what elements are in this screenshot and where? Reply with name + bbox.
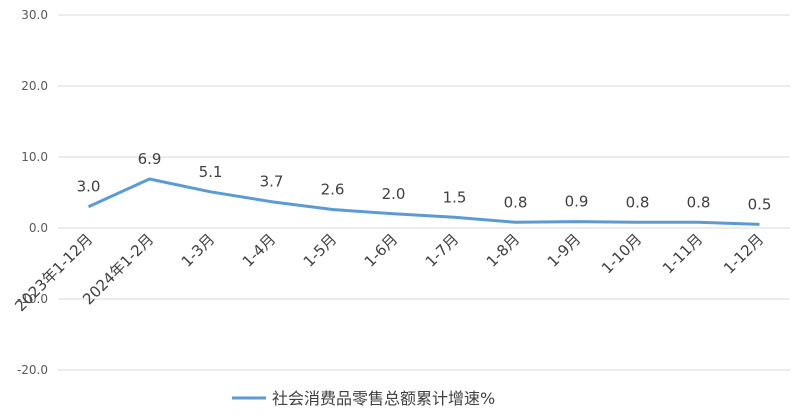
legend: 社会消费品零售总额累计增速% xyxy=(232,389,495,408)
legend-label: 社会消费品零售总额累计增速% xyxy=(272,389,495,408)
data-label: 3.7 xyxy=(260,173,284,191)
x-tick-label: 1-5月 xyxy=(300,230,341,271)
data-label: 0.8 xyxy=(626,193,650,211)
y-tick-label: -10.0 xyxy=(17,292,48,306)
data-label: 3.0 xyxy=(77,178,101,196)
data-labels: 3.0 6.9 5.1 3.7 2.6 2.0 1.5 0.8 0.9 0.8 0.8 0.5 xyxy=(77,150,772,213)
data-label: 6.9 xyxy=(138,150,162,168)
x-tick-label: 1-11月 xyxy=(659,230,706,277)
y-tick-label: -20.0 xyxy=(17,363,48,377)
series-line xyxy=(87,177,760,226)
data-label: 0.9 xyxy=(565,193,589,211)
data-label: 5.1 xyxy=(199,163,223,181)
y-tick-label: 20.0 xyxy=(21,79,48,93)
y-tick-label: 30.0 xyxy=(21,8,48,22)
x-tick-label: 1-8月 xyxy=(483,230,524,271)
y-tick-label: 0.0 xyxy=(29,221,48,235)
x-tick-label: 1-12月 xyxy=(720,230,767,277)
data-label: 2.0 xyxy=(382,185,406,203)
y-axis: -20.0 -10.0 0.0 10.0 20.0 30.0 xyxy=(17,8,48,377)
x-tick-label: 1-6月 xyxy=(361,230,402,271)
data-label: 0.8 xyxy=(504,193,528,211)
grid xyxy=(58,14,790,371)
y-tick-label: 10.0 xyxy=(21,150,48,164)
x-tick-label: 1-10月 xyxy=(598,230,645,277)
data-label: 0.8 xyxy=(687,193,711,211)
data-label: 0.5 xyxy=(748,195,772,213)
series-line-path xyxy=(87,177,760,226)
x-tick-label: 1-3月 xyxy=(178,230,219,271)
data-label: 1.5 xyxy=(443,188,467,206)
data-label: 2.6 xyxy=(321,181,345,199)
x-tick-label: 2023年1-12月 xyxy=(11,230,96,315)
x-tick-label: 1-7月 xyxy=(422,230,463,271)
x-tick-label: 1-9月 xyxy=(544,230,585,271)
x-tick-label: 1-4月 xyxy=(239,230,280,271)
